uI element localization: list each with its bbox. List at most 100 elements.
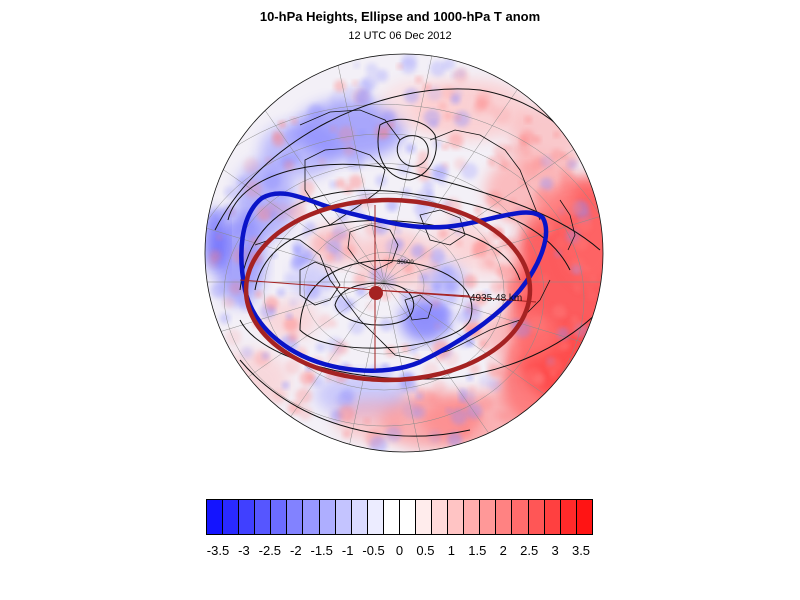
anomaly-speckle	[315, 342, 326, 352]
anomaly-speckle	[415, 160, 429, 174]
colorbar-swatch	[464, 500, 481, 534]
height-contour	[334, 282, 415, 326]
anomaly-speckle	[469, 363, 480, 375]
anomaly-speckle	[510, 144, 521, 155]
colorbar-swatch	[351, 500, 368, 534]
meridian-line	[383, 65, 535, 283]
anomaly-speckle	[430, 301, 447, 319]
latitude-circle	[205, 133, 585, 452]
anomaly-speckle	[553, 237, 565, 249]
colorbar-swatch	[319, 500, 336, 534]
anomaly-speckle	[432, 139, 442, 149]
globe	[205, 54, 603, 452]
anomaly-speckle	[329, 180, 338, 189]
anomaly-speckle	[334, 80, 346, 92]
colorbar-tick-label: 1	[447, 543, 455, 558]
anomaly-speckle	[286, 313, 293, 320]
anomaly-speckle	[486, 359, 496, 369]
anomaly-speckle	[403, 88, 420, 104]
anomaly-speckle	[375, 69, 389, 82]
anomaly-speckle	[325, 266, 333, 274]
anomaly-speckle	[550, 371, 556, 378]
anomaly-speckle	[539, 273, 550, 284]
anomaly-speckle	[583, 265, 590, 272]
anomaly-speckle	[288, 332, 298, 342]
anomaly-speckle	[263, 172, 281, 190]
anomaly-speckle	[342, 430, 351, 438]
anomaly-speckle	[284, 128, 302, 147]
anomaly-speckle	[498, 158, 510, 170]
anomaly-speckle	[479, 373, 493, 388]
anomaly-speckle	[540, 177, 553, 191]
colorbar	[206, 499, 593, 535]
anomaly-speckle	[375, 174, 387, 187]
anomaly-speckle	[563, 153, 579, 169]
anomaly-speckle	[429, 248, 446, 264]
anomaly-speckle	[436, 354, 444, 363]
anomaly-speckle	[493, 106, 511, 124]
anomaly-speckle	[533, 135, 541, 144]
colorbar-tick-label: 0	[395, 543, 404, 558]
polar-vortex-edge	[239, 191, 549, 373]
anomaly-speckle	[412, 398, 425, 411]
anomaly-speckle	[342, 244, 356, 258]
anomaly-speckle	[450, 94, 461, 105]
anomaly-speckle	[352, 79, 359, 87]
anomaly-speckle	[438, 102, 447, 111]
colorbar-swatch	[480, 500, 497, 534]
anomaly-speckle	[334, 341, 349, 355]
anomaly-speckle	[473, 102, 486, 115]
anomaly-speckle	[408, 344, 418, 354]
anomaly-speckle	[265, 157, 272, 164]
anomaly-speckle	[448, 133, 464, 149]
anomaly-speckle	[292, 240, 304, 253]
anomaly-speckle	[445, 281, 457, 293]
anomaly-speckle	[285, 358, 301, 375]
anomaly-speckle	[385, 426, 402, 442]
anomaly-speckle	[453, 67, 469, 83]
anomaly-speckle	[423, 83, 431, 92]
anomaly-speckle	[551, 148, 564, 161]
anomaly-speckle	[363, 417, 371, 425]
anomaly-speckle	[587, 290, 598, 301]
anomaly-speckle	[348, 174, 364, 190]
anomaly-speckle	[369, 435, 388, 452]
anomaly-speckle	[487, 156, 498, 167]
latitude-circle	[223, 163, 545, 427]
height-contour	[227, 163, 601, 251]
anomaly-speckle	[291, 253, 306, 268]
colorbar-tick-label: 0.5	[416, 543, 435, 558]
anomaly-speckle	[558, 207, 565, 215]
anomaly-speckle	[261, 352, 270, 360]
anomaly-speckle	[559, 309, 570, 320]
anomaly-speckle	[458, 388, 467, 397]
coastline-japan	[559, 199, 576, 251]
height-contour	[299, 259, 473, 349]
anomaly-speckle	[358, 129, 366, 137]
anomaly-speckle	[225, 329, 242, 346]
anomaly-speckle	[522, 162, 539, 179]
colorbar-swatch	[432, 500, 449, 534]
colorbar-swatch	[528, 500, 545, 534]
anomaly-speckle	[509, 265, 518, 275]
anomaly-speckle	[283, 160, 295, 171]
colorbar-swatch	[367, 500, 384, 534]
vortex-ellipse	[243, 197, 533, 383]
anomaly-speckle	[415, 76, 423, 84]
colorbar-tick-label: -1	[341, 543, 354, 558]
anomaly-speckle	[474, 205, 482, 214]
colorbar-swatch	[271, 500, 288, 534]
meridian-line	[205, 121, 385, 283]
meridian-line	[383, 281, 437, 452]
anomaly-speckle	[227, 222, 242, 237]
anomaly-speckle	[337, 214, 347, 224]
anomaly-speckle	[243, 157, 260, 174]
anomaly-speckle	[446, 294, 458, 306]
colorbar-swatch	[383, 500, 400, 534]
anomaly-speckle	[443, 111, 453, 121]
colorbar-tick-label: -1.5	[310, 543, 333, 558]
anomaly-speckle	[490, 281, 503, 294]
anomaly-speckle	[329, 90, 348, 108]
anomaly-speckle	[576, 217, 593, 233]
